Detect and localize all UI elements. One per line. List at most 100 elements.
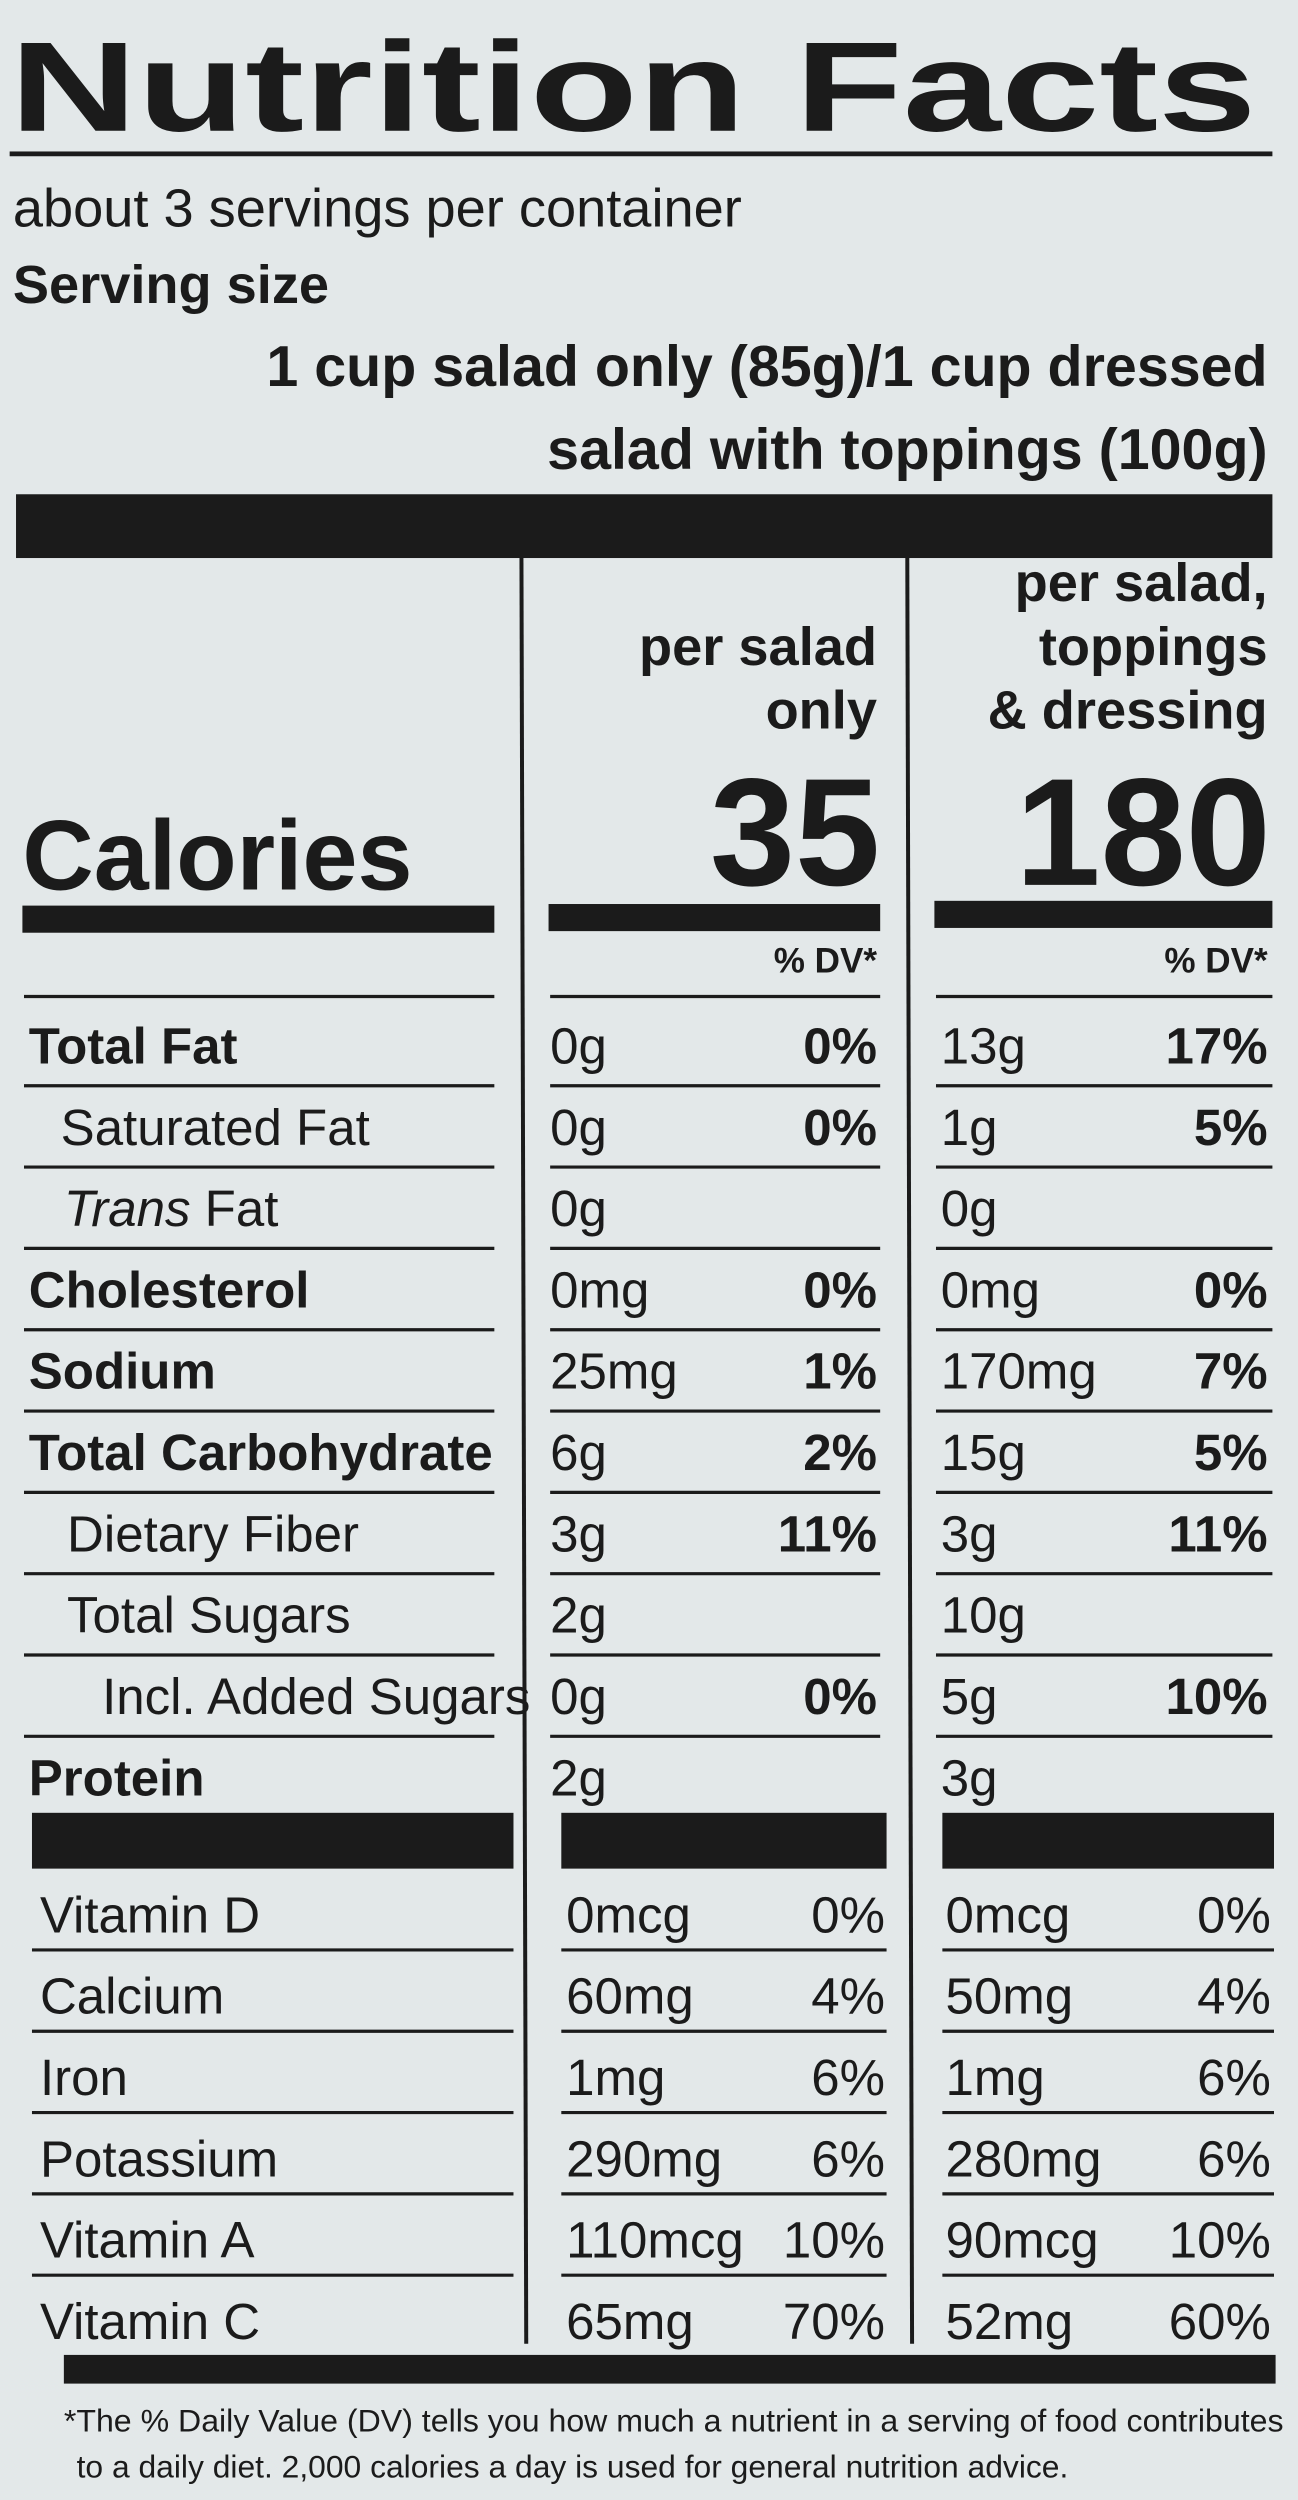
bar (31, 1812, 514, 1869)
nutrient-name: Trans Fat (64, 1180, 279, 1237)
amount: 170mg (941, 1343, 1097, 1400)
vitamin-name: Vitamin A (40, 2212, 255, 2269)
nutrient-name-text: Protein (29, 1749, 205, 1806)
amount: 2g (550, 1587, 607, 1644)
amount: 6g (550, 1424, 607, 1481)
nutrient-name-text: Saturated Fat (61, 1099, 370, 1156)
amount: 3g (941, 1505, 998, 1562)
nutrient-name-text: Sodium (29, 1343, 216, 1400)
column-header: per salad, (1015, 553, 1268, 613)
daily-value: 7% (1194, 1343, 1268, 1400)
column-header: per salad (639, 617, 877, 677)
nutrient-name-text: Cholesterol (29, 1261, 310, 1318)
calories-value: 35 (710, 747, 880, 918)
daily-value: 6% (1197, 2049, 1271, 2106)
amount: 0g (550, 1099, 607, 1156)
title: Nutrition Facts (10, 17, 1257, 159)
nutrient-name-text: Total Sugars (67, 1587, 351, 1644)
amount: 2g (550, 1749, 607, 1806)
dv-header: % DV* (774, 942, 878, 981)
daily-value: 11% (1168, 1505, 1267, 1562)
nutrient-name-text: Total Carbohydrate (29, 1424, 493, 1481)
amount: 3g (941, 1749, 998, 1806)
nutrient-name: Total Carbohydrate (29, 1424, 493, 1481)
daily-value: 0% (1197, 1886, 1271, 1943)
nutrient-name: Protein (29, 1749, 205, 1806)
amount: 0g (550, 1668, 607, 1725)
amount: 1g (941, 1099, 998, 1156)
daily-value: 5% (1194, 1099, 1268, 1156)
bar (63, 2354, 1276, 2384)
amount: 1mg (946, 2049, 1045, 2106)
daily-value: 4% (1197, 1968, 1271, 2025)
nutrient-name: Total Sugars (67, 1587, 351, 1644)
serving-size: salad with toppings (100g) (547, 418, 1267, 482)
daily-value: 2% (803, 1424, 877, 1481)
daily-value: 17% (1166, 1017, 1268, 1074)
amount: 1mg (566, 2049, 665, 2106)
amount: 52mg (946, 2293, 1074, 2350)
daily-value: 10% (783, 2212, 885, 2269)
bar (942, 1812, 1274, 1869)
calories-label: Calories (22, 801, 412, 911)
amount: 10g (941, 1587, 1026, 1644)
nutrient-name: Total Fat (29, 1017, 238, 1074)
daily-value: 10% (1169, 2212, 1271, 2269)
amount: 290mg (566, 2130, 722, 2187)
daily-value: 0% (803, 1261, 877, 1318)
vitamin-name: Iron (40, 2049, 128, 2106)
daily-value: 70% (783, 2293, 885, 2350)
footnote: to a daily diet. 2,000 calories a day is… (77, 2449, 1069, 2485)
amount: 25mg (550, 1343, 678, 1400)
amount: 0mg (941, 1261, 1040, 1318)
amount: 5g (941, 1668, 998, 1725)
amount: 0g (550, 1017, 607, 1074)
daily-value: 0% (803, 1099, 877, 1156)
bar (561, 1812, 887, 1869)
dv-header: % DV* (1164, 942, 1268, 981)
nutrient-name: Dietary Fiber (67, 1505, 359, 1562)
calories-value: 180 (1015, 747, 1270, 918)
daily-value: 5% (1194, 1424, 1268, 1481)
daily-value: 1% (803, 1343, 877, 1400)
servings: about 3 servings per container (13, 178, 742, 238)
column-divider (519, 558, 529, 2344)
nutrient-name-text: Total Fat (29, 1017, 238, 1074)
daily-value: 6% (811, 2049, 885, 2106)
bar (22, 905, 495, 933)
nutrient-name-text: Fat (205, 1180, 279, 1237)
amount: 0mcg (566, 1886, 691, 1943)
thick-bar (16, 494, 1273, 559)
nutrient-name: Incl. Added Sugars (102, 1668, 530, 1725)
daily-value: 60% (1169, 2293, 1271, 2350)
bar (934, 900, 1273, 928)
vitamin-name: Calcium (40, 1968, 224, 2025)
daily-value: 6% (811, 2130, 885, 2187)
daily-value: 6% (1197, 2130, 1271, 2187)
daily-value: 11% (778, 1505, 877, 1562)
amount: 280mg (946, 2130, 1102, 2187)
serving-size-label: Serving size (13, 255, 329, 315)
daily-value: 10% (1166, 1668, 1268, 1725)
vitamin-name: Vitamin D (40, 1886, 260, 1943)
column-header: & dressing (988, 681, 1268, 741)
nutrient-name: Sodium (29, 1343, 216, 1400)
serving-size: 1 cup salad only (85g)/1 cup dressed (266, 335, 1267, 399)
column-header: only (766, 681, 877, 741)
daily-value: 0% (803, 1668, 877, 1725)
amount: 65mg (566, 2293, 694, 2350)
amount: 0g (550, 1180, 607, 1237)
bar (548, 904, 881, 932)
rule (9, 151, 1273, 157)
amount: 13g (941, 1017, 1026, 1074)
amount: 3g (550, 1505, 607, 1562)
amount: 50mg (946, 1968, 1074, 2025)
daily-value: 0% (1194, 1261, 1268, 1318)
amount: 60mg (566, 1968, 694, 2025)
footnote: *The % Daily Value (DV) tells you how mu… (64, 2402, 1284, 2438)
nutrient-name-italic: Trans (64, 1180, 191, 1237)
column-header: toppings (1039, 617, 1268, 677)
amount: 0mcg (946, 1886, 1071, 1943)
nutrient-name-text: Incl. Added Sugars (102, 1668, 530, 1725)
